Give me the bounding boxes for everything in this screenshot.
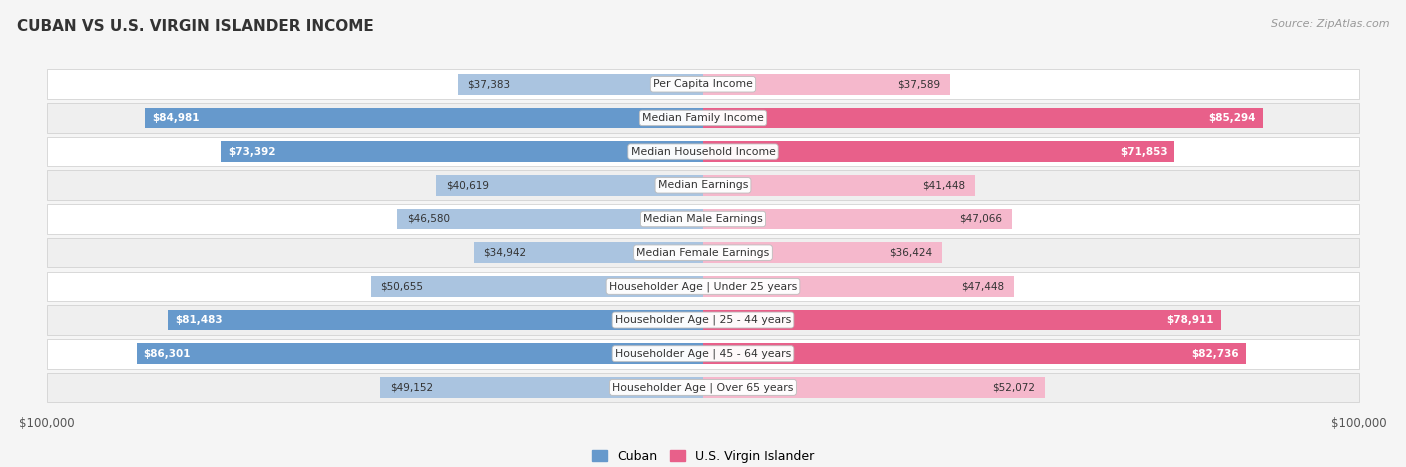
Bar	[703, 377, 1045, 398]
Text: CUBAN VS U.S. VIRGIN ISLANDER INCOME: CUBAN VS U.S. VIRGIN ISLANDER INCOME	[17, 19, 374, 34]
Text: $37,589: $37,589	[897, 79, 939, 89]
Text: Median Family Income: Median Family Income	[643, 113, 763, 123]
Bar	[145, 107, 703, 128]
Text: Median Household Income: Median Household Income	[630, 147, 776, 156]
Text: Median Male Earnings: Median Male Earnings	[643, 214, 763, 224]
Legend: Cuban, U.S. Virgin Islander: Cuban, U.S. Virgin Islander	[588, 445, 818, 467]
Bar	[46, 103, 1360, 133]
Bar	[46, 170, 1360, 200]
Text: $41,448: $41,448	[922, 180, 965, 191]
Text: $86,301: $86,301	[143, 349, 191, 359]
Bar	[136, 343, 703, 364]
Text: $47,448: $47,448	[962, 281, 1004, 291]
Bar	[46, 339, 1360, 368]
Bar	[703, 276, 1014, 297]
Bar	[703, 74, 949, 95]
Text: Householder Age | Over 65 years: Householder Age | Over 65 years	[612, 382, 794, 393]
Text: Householder Age | 25 - 44 years: Householder Age | 25 - 44 years	[614, 315, 792, 325]
Text: $78,911: $78,911	[1167, 315, 1215, 325]
Bar	[46, 238, 1360, 268]
Text: $82,736: $82,736	[1192, 349, 1239, 359]
Text: Source: ZipAtlas.com: Source: ZipAtlas.com	[1271, 19, 1389, 28]
Bar	[703, 242, 942, 263]
Bar	[703, 141, 1174, 162]
Bar	[46, 373, 1360, 402]
Text: $52,072: $52,072	[991, 382, 1035, 392]
Text: $49,152: $49,152	[391, 382, 433, 392]
Text: $71,853: $71,853	[1121, 147, 1168, 156]
Bar	[703, 343, 1246, 364]
Bar	[46, 70, 1360, 99]
Text: $34,942: $34,942	[484, 248, 527, 258]
Text: Median Female Earnings: Median Female Earnings	[637, 248, 769, 258]
Text: $84,981: $84,981	[152, 113, 200, 123]
Text: Householder Age | Under 25 years: Householder Age | Under 25 years	[609, 281, 797, 291]
Bar	[436, 175, 703, 196]
Bar	[46, 137, 1360, 166]
Text: $37,383: $37,383	[468, 79, 510, 89]
Text: Per Capita Income: Per Capita Income	[652, 79, 754, 89]
Text: $50,655: $50,655	[381, 281, 423, 291]
Bar	[46, 305, 1360, 335]
Bar	[474, 242, 703, 263]
Bar	[371, 276, 703, 297]
Bar	[46, 271, 1360, 301]
Text: Householder Age | 45 - 64 years: Householder Age | 45 - 64 years	[614, 348, 792, 359]
Text: $46,580: $46,580	[408, 214, 450, 224]
Text: $73,392: $73,392	[228, 147, 276, 156]
Bar	[398, 209, 703, 229]
Bar	[169, 310, 703, 331]
Bar	[703, 310, 1220, 331]
Text: $47,066: $47,066	[959, 214, 1002, 224]
Bar	[381, 377, 703, 398]
Text: $85,294: $85,294	[1209, 113, 1256, 123]
Text: $40,619: $40,619	[446, 180, 489, 191]
Bar	[703, 107, 1263, 128]
Bar	[703, 175, 974, 196]
Bar	[703, 209, 1012, 229]
Bar	[458, 74, 703, 95]
Bar	[46, 204, 1360, 234]
Text: $36,424: $36,424	[889, 248, 932, 258]
Text: Median Earnings: Median Earnings	[658, 180, 748, 191]
Text: $81,483: $81,483	[174, 315, 222, 325]
Bar	[222, 141, 703, 162]
